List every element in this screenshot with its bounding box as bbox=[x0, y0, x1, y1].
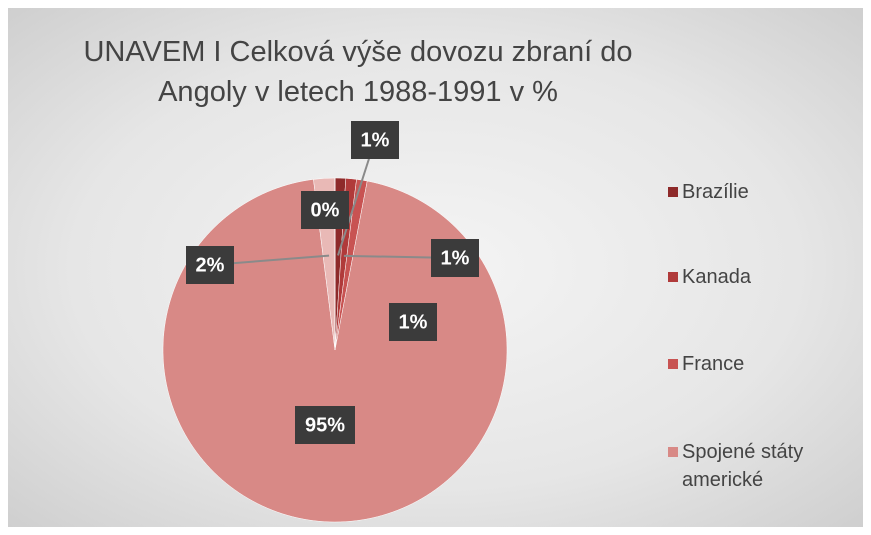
data-label-box bbox=[295, 406, 355, 444]
plot: 1% 1% 1% 95% 2% 0% bbox=[162, 121, 508, 523]
legend-label: Kanada bbox=[682, 266, 751, 288]
data-label: 1% bbox=[399, 311, 428, 333]
legend-label: Spojené státy americké bbox=[682, 441, 804, 491]
data-label-box bbox=[301, 191, 349, 229]
legend-swatch bbox=[668, 359, 678, 369]
chart-title: UNAVEM I Celková výše dovozu zbraní do A… bbox=[83, 36, 633, 108]
legend-item: Brazílie bbox=[668, 178, 858, 206]
legend-item: Kanada bbox=[668, 263, 858, 291]
legend-swatch bbox=[668, 447, 678, 457]
data-label: 0% bbox=[311, 199, 340, 221]
legend-swatch bbox=[668, 272, 678, 282]
leader-line bbox=[337, 139, 376, 256]
legend-item: Spojené státy americké bbox=[668, 438, 858, 494]
legend-label: France bbox=[682, 353, 745, 375]
chart: UNAVEM I Celková výše dovozu zbraní do A… bbox=[8, 8, 863, 527]
data-label-box bbox=[351, 121, 399, 159]
data-label-box bbox=[389, 303, 437, 341]
data-label: 1% bbox=[441, 247, 470, 269]
legend-item: France bbox=[668, 350, 858, 378]
data-label: 2% bbox=[196, 254, 225, 276]
data-label: 95% bbox=[305, 414, 345, 436]
legend-swatch bbox=[668, 187, 678, 197]
data-label-box bbox=[186, 246, 234, 284]
data-label: 1% bbox=[361, 129, 390, 151]
legend-label: Brazílie bbox=[682, 181, 749, 203]
data-label-box bbox=[431, 239, 479, 277]
